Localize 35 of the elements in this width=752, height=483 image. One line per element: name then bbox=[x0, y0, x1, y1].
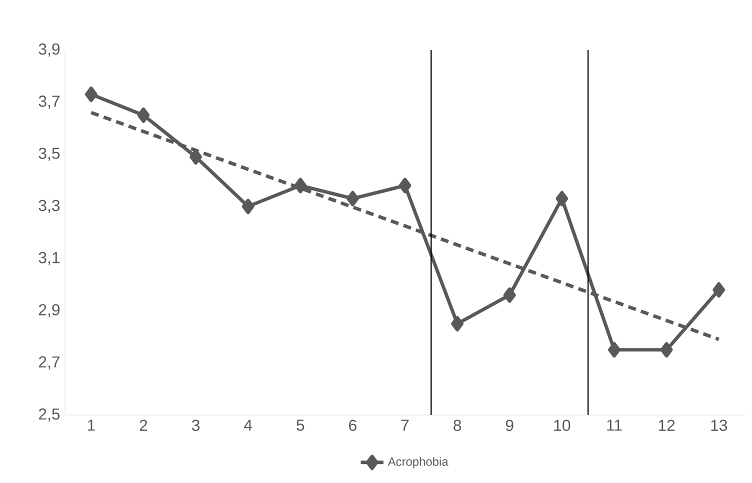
y-tick-label: 3,1 bbox=[38, 252, 60, 266]
x-tick-label: 3 bbox=[192, 420, 200, 431]
x-tick-label: 2 bbox=[140, 420, 148, 431]
y-tick-label: 2,9 bbox=[38, 304, 60, 318]
y-tick-label: 2,5 bbox=[38, 408, 60, 422]
x-tick-label: 10 bbox=[554, 420, 570, 431]
y-tick-label: 3,9 bbox=[38, 43, 60, 57]
x-tick-label: 7 bbox=[401, 420, 409, 431]
x-tick-label: 13 bbox=[711, 420, 728, 431]
point bbox=[712, 282, 726, 298]
y-tick-label: 3,5 bbox=[38, 148, 60, 161]
point bbox=[242, 198, 254, 214]
y-tick-label: 2,7 bbox=[38, 356, 60, 370]
x-tick-label: 11 bbox=[607, 420, 622, 431]
point bbox=[137, 107, 150, 123]
point bbox=[398, 178, 412, 194]
point bbox=[84, 86, 98, 102]
point bbox=[503, 287, 516, 303]
x-tick-label: 9 bbox=[506, 420, 514, 431]
y-tick-label: 3,3 bbox=[38, 200, 60, 214]
x-tick-label: 4 bbox=[244, 420, 252, 431]
point bbox=[190, 149, 202, 165]
point bbox=[608, 342, 620, 358]
x-tick-label: 1 bbox=[88, 420, 95, 431]
y-tick-label: 3,7 bbox=[38, 96, 60, 109]
point bbox=[556, 190, 568, 206]
x-tick-label: 12 bbox=[658, 420, 675, 431]
x-tick-label: 6 bbox=[349, 420, 356, 431]
x-tick-label: 8 bbox=[454, 420, 462, 431]
point bbox=[346, 190, 359, 206]
point bbox=[294, 178, 307, 194]
legend-label: Acrophobia bbox=[388, 457, 448, 468]
x-tick-label: 5 bbox=[296, 420, 304, 431]
point bbox=[451, 316, 464, 332]
point bbox=[660, 342, 673, 358]
